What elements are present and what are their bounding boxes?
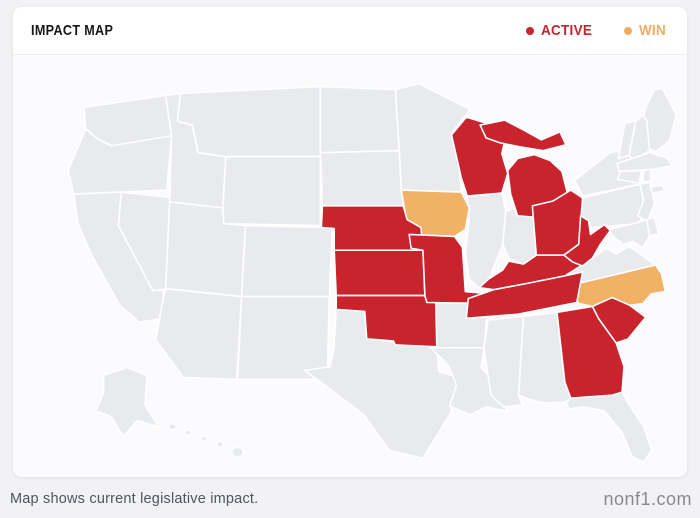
state-HI[interactable] (167, 422, 245, 458)
state-MA[interactable] (616, 151, 674, 172)
watermark: nonf1.com (603, 488, 692, 509)
state-LA[interactable] (430, 346, 508, 416)
card-title: IMPACT MAP (31, 22, 114, 39)
win-legend-dot-icon (623, 26, 632, 35)
state-TN[interactable] (465, 270, 584, 319)
state-NC[interactable] (571, 263, 667, 307)
state-VT[interactable] (617, 119, 637, 159)
state-CO[interactable] (240, 224, 334, 297)
legend: ACTIVE WIN (526, 22, 669, 39)
state-NV[interactable] (117, 190, 176, 291)
state-SC[interactable] (591, 296, 647, 344)
state-DE[interactable] (645, 215, 660, 236)
legend-item-win: WIN (623, 22, 669, 39)
state-AK[interactable] (94, 366, 160, 437)
state-AZ[interactable] (155, 287, 243, 380)
state-SD[interactable] (319, 149, 405, 207)
state-NM[interactable] (236, 295, 331, 380)
impact-map-card: IMPACT MAP ACTIVE WIN (13, 7, 687, 477)
state-WY[interactable] (222, 155, 322, 226)
win-legend-label: WIN (638, 22, 666, 39)
map-caption: Map shows current legislative impact. (10, 491, 259, 507)
active-legend-label: ACTIVE (541, 22, 593, 39)
active-legend-dot-icon (526, 26, 535, 35)
state-MD[interactable] (607, 218, 651, 249)
card-header: IMPACT MAP ACTIVE WIN (13, 7, 687, 55)
state-CT[interactable] (616, 169, 643, 184)
state-MT[interactable] (176, 85, 322, 157)
state-KS[interactable] (333, 248, 426, 296)
state-WV[interactable] (563, 214, 612, 267)
footer-row: Map shows current legislative impact. no… (10, 486, 692, 512)
state-MS[interactable] (483, 314, 525, 408)
state-ND[interactable] (319, 85, 401, 153)
state-OR[interactable] (67, 127, 173, 195)
us-map (67, 82, 678, 463)
state-RI[interactable] (641, 168, 652, 183)
state-FL[interactable] (565, 389, 653, 463)
map-zone (13, 55, 687, 477)
legend-item-active: ACTIVE (526, 22, 598, 39)
